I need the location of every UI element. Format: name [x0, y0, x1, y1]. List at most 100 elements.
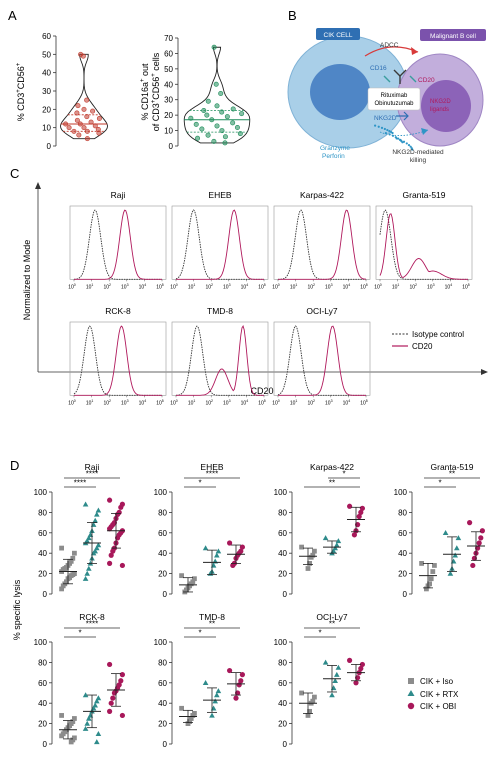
lysis-y-tick-label: 60: [38, 679, 47, 688]
lysis-point-rtx: [82, 501, 89, 507]
histogram-tick-exp: 1: [193, 399, 195, 403]
granzyme-dot: [391, 131, 394, 135]
cd20-curve: [176, 209, 264, 280]
lysis-y-tick-label: 0: [43, 590, 48, 599]
panel-c-ylabel: Normalized to Mode: [22, 240, 32, 321]
violin-point: [77, 121, 83, 127]
legend-iso-marker: [408, 678, 414, 684]
lysis-point-obi: [347, 657, 353, 663]
lysis-point-obi: [233, 695, 239, 701]
lysis-y-tick-label: 60: [278, 679, 287, 688]
histogram-x-tick-label: 103: [325, 399, 333, 407]
histogram-tick-base: 10: [343, 400, 349, 406]
lysis-point-obi: [356, 513, 362, 520]
lysis-y-tick-label: 80: [278, 508, 287, 517]
significance-label: ****: [206, 470, 218, 479]
histogram-x-tick-label: 100: [68, 283, 76, 291]
lysis-point-iso: [72, 550, 77, 556]
histogram-tick-exp: 4: [348, 399, 350, 403]
lysis-point-rtx: [215, 688, 222, 694]
panel-d-lysis: % specific lysis Raji020406080100*******…: [12, 462, 485, 749]
violin-point: [80, 53, 86, 59]
histogram-x-tick-label: 100: [272, 399, 280, 407]
violin2-ylabel-line2: of CD3+CD56+ cells: [151, 52, 161, 131]
histogram-tick-exp: 2: [109, 399, 111, 403]
legend-cd20-label: CD20: [412, 342, 433, 351]
cd20-curve: [176, 325, 264, 396]
histogram-tick-base: 10: [272, 284, 278, 290]
histogram-tick-exp: 5: [366, 283, 368, 287]
histogram-tick-exp: 1: [91, 283, 93, 287]
histogram-title: Karpas-422: [300, 190, 344, 200]
granzyme-dot: [388, 130, 391, 133]
histogram-tick-base: 10: [103, 400, 109, 406]
lysis-point-iso: [305, 566, 311, 571]
cd16-label: CD16: [370, 65, 387, 72]
adcc-label: ADCC: [380, 42, 399, 49]
histogram-x-tick-label: 101: [86, 283, 94, 291]
violin-point: [75, 103, 81, 109]
lysis-point-rtx: [84, 570, 90, 576]
cd20-curve: [379, 213, 468, 280]
lysis-y-tick-label: 80: [158, 508, 167, 517]
histogram-x-tick-label: 103: [427, 283, 435, 291]
violin-point: [219, 109, 225, 115]
histogram-tick-base: 10: [241, 400, 247, 406]
histogram-x-tick-label: 105: [156, 399, 164, 407]
histogram-tick-base: 10: [170, 284, 176, 290]
isotype-curve: [175, 325, 264, 396]
histogram-title: TMD-8: [207, 306, 233, 316]
granzyme-dot: [374, 124, 377, 127]
histogram-tick-base: 10: [139, 284, 145, 290]
lysis-point-rtx: [95, 507, 102, 513]
histogram-x-tick-label: 105: [360, 399, 368, 407]
violin-point: [213, 81, 219, 87]
panel-c-y-arrowhead: [35, 182, 41, 189]
histogram-tick-exp: 0: [176, 283, 178, 287]
lysis-y-tick-label: 100: [154, 638, 168, 647]
lysis-plot-title: TMD-8: [199, 612, 225, 622]
lysis-point-iso: [430, 569, 436, 574]
histogram-frame: [69, 205, 167, 280]
granzyme-dot: [405, 142, 408, 145]
cik-cell-label: CIK CELL: [324, 32, 353, 39]
lysis-point-iso: [299, 690, 304, 696]
violin1-ylabel-main: % CD3: [16, 93, 26, 122]
lysis-point-rtx: [214, 552, 220, 558]
histogram-title: Raji: [111, 190, 126, 200]
violin-y-tick-label: 20: [42, 105, 51, 114]
lysis-point-rtx: [95, 731, 102, 736]
rituximab-label: Rituximab: [381, 93, 408, 99]
lysis-y-tick-label: 0: [163, 740, 168, 749]
histogram-tick-base: 10: [307, 284, 313, 290]
violin-point: [234, 124, 240, 130]
lysis-point-rtx: [447, 570, 454, 576]
violin-point: [214, 123, 220, 129]
histogram-tick-base: 10: [258, 284, 264, 290]
lysis-y-tick-label: 40: [398, 549, 407, 558]
lysis-point-obi: [110, 695, 116, 701]
lysis-point-obi: [359, 661, 365, 668]
lysis-point-iso: [72, 716, 77, 721]
lysis-point-obi: [119, 672, 125, 678]
histogram-tick-base: 10: [223, 284, 229, 290]
histogram-tick-exp: 3: [331, 283, 333, 287]
histogram-tick-exp: 3: [229, 399, 231, 403]
violin-point: [230, 120, 236, 126]
granzyme-dots: [374, 124, 429, 151]
histogram-tick-base: 10: [307, 400, 313, 406]
histogram-x-tick-label: 103: [223, 399, 231, 407]
histogram-x-tick-label: 105: [462, 283, 470, 291]
histogram-frame: [171, 205, 269, 280]
significance-label: *: [198, 629, 201, 638]
lysis-point-rtx: [94, 698, 100, 704]
histogram-tick-exp: 2: [313, 283, 315, 287]
lysis-point-iso: [307, 708, 312, 714]
histogram-tick-base: 10: [188, 284, 194, 290]
lysis-point-iso: [432, 563, 437, 568]
antibody-name-box: [367, 87, 421, 111]
